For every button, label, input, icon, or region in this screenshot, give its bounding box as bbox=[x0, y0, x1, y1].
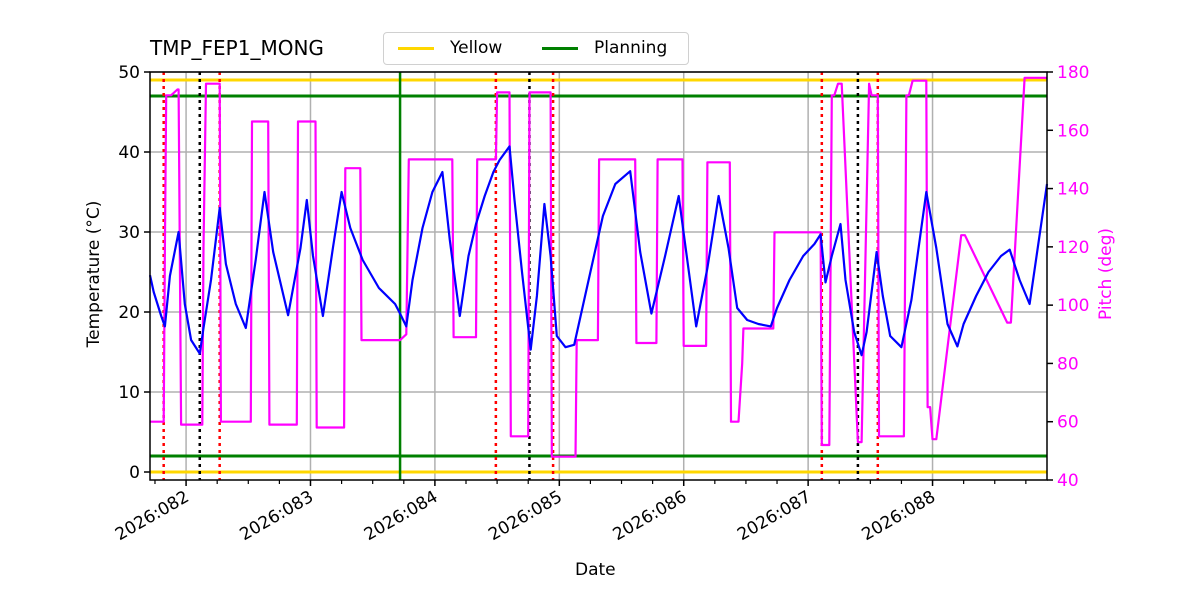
y-tick-label: 10 bbox=[118, 383, 140, 403]
chart-title: TMP_FEP1_MONG bbox=[150, 36, 324, 60]
y-tick-label: 0 bbox=[129, 463, 140, 483]
event-vertical-lines bbox=[162, 72, 880, 480]
x-tick-label: 2026:083 bbox=[236, 487, 317, 545]
y2-tick-label: 100 bbox=[1057, 296, 1089, 316]
legend-label-planning: Planning bbox=[594, 38, 668, 58]
x-tick-label: 2026:088 bbox=[859, 487, 940, 545]
pitch-series-line bbox=[150, 76, 1047, 458]
y-tick-label: 30 bbox=[118, 223, 140, 243]
limit-lines bbox=[150, 78, 1047, 474]
x-tick-label: 2026:082 bbox=[112, 487, 193, 545]
y-axis-left-label: Temperature (°C) bbox=[84, 200, 104, 348]
legend: Yellow Planning bbox=[383, 32, 689, 65]
y2-tick-label: 120 bbox=[1057, 238, 1089, 258]
pitch-line bbox=[150, 76, 1047, 458]
legend-item-yellow: Yellow bbox=[398, 38, 502, 58]
y2-tick-label: 60 bbox=[1057, 413, 1079, 433]
legend-item-planning: Planning bbox=[542, 38, 667, 58]
y-tick-label: 40 bbox=[118, 143, 140, 163]
plot-frame bbox=[149, 71, 1048, 481]
legend-swatch-yellow bbox=[398, 46, 434, 50]
y2-tick-label: 140 bbox=[1057, 180, 1089, 200]
x-tick-label: 2026:085 bbox=[485, 487, 566, 545]
x-tick-label: 2026:087 bbox=[734, 487, 815, 545]
y-tick-label: 20 bbox=[118, 303, 140, 323]
x-tick-label: 2026:086 bbox=[610, 487, 691, 545]
legend-label-yellow: Yellow bbox=[450, 38, 503, 58]
y2-tick-label: 80 bbox=[1057, 354, 1079, 374]
legend-swatch-planning bbox=[542, 46, 578, 50]
tmp-fep1-mong-line bbox=[148, 145, 1049, 357]
y2-tick-label: 40 bbox=[1057, 471, 1079, 491]
x-tick-label: 2026:084 bbox=[361, 487, 442, 545]
x-axis-ticks: 2026:082 2026:083 2026:084 2026:085 2026:086… bbox=[112, 480, 1027, 545]
y-axis-left-ticks: 0 10 20 30 40 50 bbox=[118, 63, 150, 483]
y2-tick-label: 180 bbox=[1057, 63, 1089, 83]
x-axis-label: Date bbox=[575, 560, 616, 580]
y-axis-right-ticks: 40 60 80 100 120 140 160 180 bbox=[1047, 63, 1089, 491]
y-axis-right-label: Pitch (deg) bbox=[1096, 227, 1116, 321]
y-tick-label: 50 bbox=[118, 63, 140, 83]
y2-tick-label: 160 bbox=[1057, 121, 1089, 141]
temperature-series-line bbox=[148, 145, 1049, 357]
